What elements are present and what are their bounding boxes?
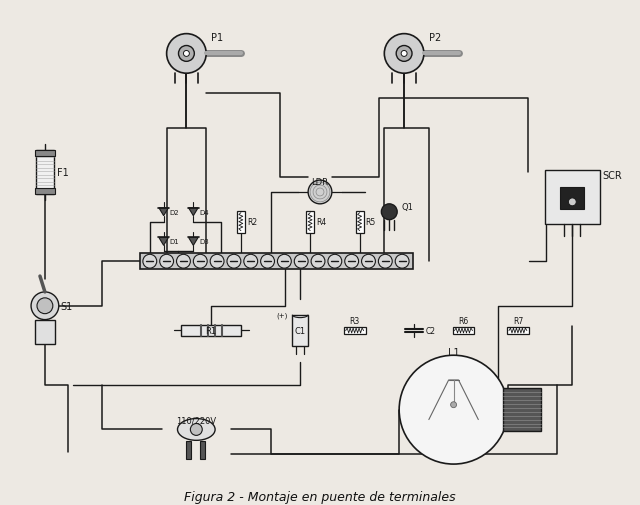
Polygon shape xyxy=(189,209,198,216)
Bar xyxy=(35,189,55,195)
Text: L1: L1 xyxy=(448,347,460,358)
Text: R3: R3 xyxy=(349,316,360,325)
Text: SCR: SCR xyxy=(602,170,622,180)
Text: R4: R4 xyxy=(316,218,326,227)
Bar xyxy=(306,211,314,233)
Bar xyxy=(452,327,474,335)
Circle shape xyxy=(396,46,412,62)
Text: R1: R1 xyxy=(205,326,217,335)
Circle shape xyxy=(193,255,207,269)
Text: D1: D1 xyxy=(170,239,179,245)
Circle shape xyxy=(184,52,189,57)
Bar xyxy=(292,315,308,346)
Text: C1: C1 xyxy=(294,326,306,335)
Circle shape xyxy=(227,255,241,269)
Text: R2: R2 xyxy=(247,218,257,227)
Bar xyxy=(503,388,541,432)
Bar xyxy=(140,254,413,270)
Bar xyxy=(35,320,55,344)
Polygon shape xyxy=(189,238,198,246)
Circle shape xyxy=(308,181,332,205)
Circle shape xyxy=(244,255,258,269)
Text: Q1: Q1 xyxy=(401,203,413,212)
Text: (+): (+) xyxy=(276,312,287,318)
Circle shape xyxy=(160,255,173,269)
Text: 110/220V: 110/220V xyxy=(176,416,216,425)
Polygon shape xyxy=(159,209,168,216)
Circle shape xyxy=(260,255,275,269)
Text: R5: R5 xyxy=(365,218,376,227)
Bar xyxy=(561,188,584,210)
Ellipse shape xyxy=(177,419,215,440)
Circle shape xyxy=(328,255,342,269)
Text: C2: C2 xyxy=(426,326,436,335)
Circle shape xyxy=(378,255,392,269)
Circle shape xyxy=(179,46,195,62)
Text: D4: D4 xyxy=(199,210,209,215)
Circle shape xyxy=(568,198,576,207)
Circle shape xyxy=(399,356,508,464)
Bar xyxy=(344,327,365,335)
Text: D2: D2 xyxy=(170,210,179,215)
Circle shape xyxy=(381,205,397,220)
Text: S1: S1 xyxy=(61,301,73,311)
Bar xyxy=(507,327,529,335)
Text: R6: R6 xyxy=(458,316,468,325)
Bar xyxy=(182,325,241,337)
Bar xyxy=(35,150,55,157)
Circle shape xyxy=(190,424,202,435)
Bar xyxy=(186,441,191,459)
Circle shape xyxy=(294,255,308,269)
Circle shape xyxy=(401,52,407,57)
Circle shape xyxy=(143,255,157,269)
Circle shape xyxy=(345,255,358,269)
Circle shape xyxy=(311,255,325,269)
Circle shape xyxy=(210,255,224,269)
Circle shape xyxy=(278,255,291,269)
Bar xyxy=(356,211,364,233)
Text: P1: P1 xyxy=(211,33,223,42)
Text: R7: R7 xyxy=(513,316,523,325)
Text: Figura 2 - Montaje en puente de terminales: Figura 2 - Montaje en puente de terminal… xyxy=(184,490,456,503)
Bar xyxy=(200,441,205,459)
Circle shape xyxy=(177,255,190,269)
Bar xyxy=(36,150,54,195)
Circle shape xyxy=(31,292,59,320)
Circle shape xyxy=(166,34,206,74)
Bar xyxy=(545,170,600,225)
Circle shape xyxy=(37,298,53,314)
Polygon shape xyxy=(159,238,168,246)
Text: LDR: LDR xyxy=(312,178,328,187)
Circle shape xyxy=(362,255,376,269)
Circle shape xyxy=(396,255,409,269)
Text: P2: P2 xyxy=(429,33,441,42)
Bar xyxy=(237,211,244,233)
Circle shape xyxy=(384,34,424,74)
Circle shape xyxy=(451,402,456,408)
Text: F1: F1 xyxy=(57,168,68,178)
Text: D3: D3 xyxy=(199,239,209,245)
